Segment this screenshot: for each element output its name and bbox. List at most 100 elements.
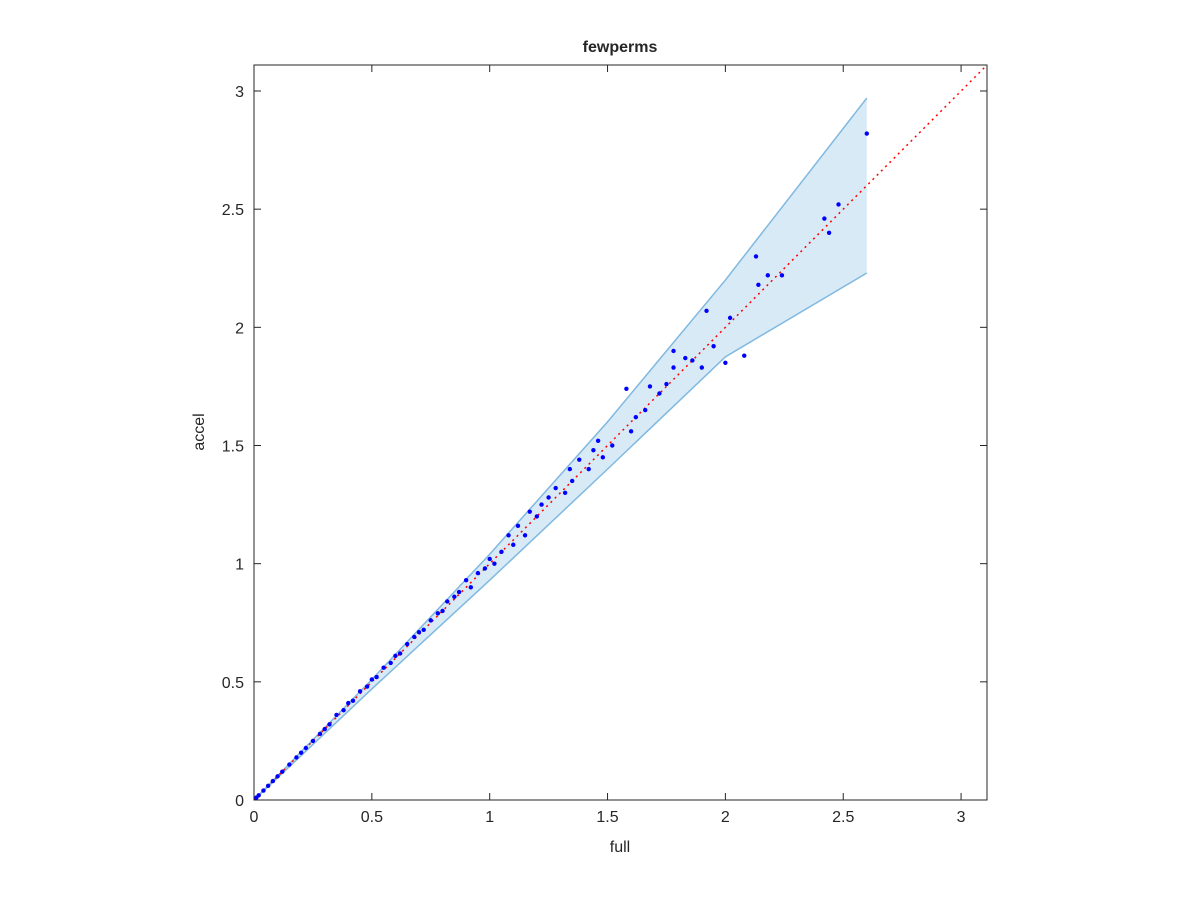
point: [610, 443, 615, 448]
point: [595, 438, 601, 443]
point: [822, 216, 827, 221]
x-axis-label: full: [610, 839, 630, 856]
point: [341, 707, 346, 713]
point: [254, 795, 259, 800]
y-tick-label: 2: [235, 320, 244, 337]
x-tick-label: 2.5: [832, 809, 854, 826]
point: [275, 774, 280, 779]
x-tick-label: 1.5: [596, 809, 618, 826]
point: [440, 608, 445, 614]
point: [836, 202, 841, 207]
y-tick-label: 3: [235, 84, 244, 101]
point: [515, 523, 521, 529]
point: [539, 502, 544, 507]
y-tick-label: 0: [235, 793, 244, 810]
point: [534, 514, 540, 519]
x-tick-label: 0: [250, 809, 259, 826]
point: [265, 783, 271, 789]
x-tick-label: 1: [485, 809, 494, 826]
point: [711, 344, 716, 349]
point: [303, 745, 309, 751]
point: [506, 533, 511, 538]
y-tick-label: 0.5: [222, 675, 244, 692]
point: [591, 448, 596, 453]
point: [317, 731, 323, 737]
point: [261, 788, 266, 793]
point: [416, 630, 422, 635]
point: [404, 641, 410, 647]
point: [690, 358, 695, 363]
point: [511, 542, 516, 547]
point: [742, 353, 747, 358]
point: [569, 478, 575, 484]
point: [567, 466, 573, 472]
point: [600, 455, 606, 460]
point: [633, 414, 639, 420]
band-lower: [253, 272, 868, 801]
point: [428, 618, 433, 623]
point: [463, 578, 469, 583]
point: [270, 778, 276, 784]
chart-title: fewperms: [583, 39, 658, 56]
confidence-band: [254, 98, 867, 801]
y-tick-label: 2.5: [222, 202, 244, 219]
point: [562, 490, 568, 495]
point: [435, 611, 441, 616]
point: [499, 549, 504, 555]
point: [647, 384, 653, 389]
point: [826, 230, 832, 235]
point: [487, 556, 492, 562]
point: [643, 407, 648, 413]
x-tick-label: 2: [721, 809, 730, 826]
point: [294, 755, 299, 760]
point: [765, 273, 771, 278]
point: [475, 570, 481, 576]
point: [310, 738, 316, 744]
point: [381, 665, 386, 670]
x-tick-label: 3: [957, 809, 966, 826]
point: [412, 634, 417, 640]
point: [756, 282, 761, 287]
point: [452, 594, 457, 599]
point: [280, 769, 285, 774]
y-tick-label: 1.5: [222, 438, 244, 455]
point: [779, 273, 785, 278]
point: [369, 677, 375, 682]
point: [492, 561, 497, 566]
point: [388, 660, 393, 666]
point: [522, 533, 528, 538]
point: [864, 131, 869, 136]
reference-line: [253, 64, 988, 801]
y-axis-label: accel: [191, 413, 208, 450]
point: [393, 653, 398, 659]
point: [468, 585, 474, 590]
point: [628, 429, 634, 434]
point: [577, 457, 582, 462]
point: [727, 315, 733, 321]
point: [397, 651, 403, 656]
point: [657, 391, 662, 396]
point: [624, 386, 629, 391]
point: [322, 726, 327, 732]
point: [327, 722, 332, 727]
point: [699, 365, 705, 370]
point: [553, 485, 558, 491]
point: [527, 509, 532, 514]
point: [374, 674, 379, 680]
point: [456, 589, 462, 595]
point: [704, 308, 709, 313]
point: [546, 495, 551, 500]
point: [421, 627, 426, 633]
point: [364, 684, 370, 689]
point: [671, 365, 676, 370]
point: [287, 762, 292, 767]
point: [350, 698, 356, 703]
point: [664, 381, 669, 387]
point: [346, 700, 351, 706]
point: [298, 750, 304, 755]
y-tick-label: 1: [235, 557, 244, 574]
axes-box: [253, 64, 988, 801]
x-tick-label: 0.5: [361, 809, 383, 826]
point: [671, 348, 676, 354]
